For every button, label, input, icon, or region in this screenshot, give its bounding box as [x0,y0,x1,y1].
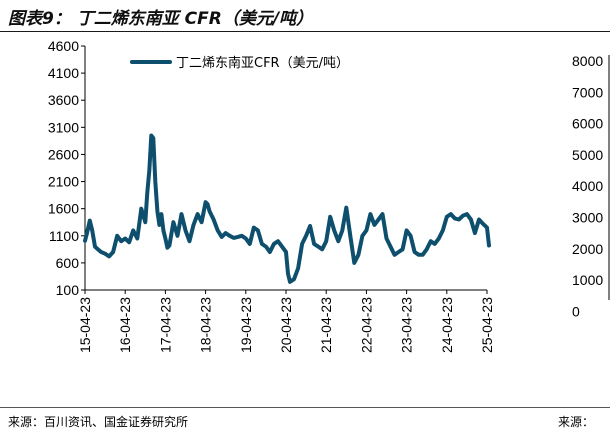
x-tick-label: 19-04-23 [238,297,254,353]
x-tick-label: 23-04-23 [399,297,415,353]
right-y-tick-label: 5000 [572,147,603,163]
x-tick-label: 21-04-23 [318,297,334,353]
series-line-butadiene [83,133,491,284]
x-tick-label: 18-04-23 [198,297,214,353]
chart-legend: 丁二烯东南亚CFR（美元/吨） [130,55,349,71]
x-tick-label: 15-04-23 [77,297,93,353]
right-y-tick-label: 0 [572,303,580,319]
right-y-tick-label: 7000 [572,84,603,100]
y-tick-label: 1600 [48,201,79,217]
y-tick-label: 100 [56,282,80,298]
legend-label: 丁二烯东南亚CFR（美元/吨） [176,55,349,71]
y-tick-label: 3100 [48,119,79,135]
y-tick-label: 4600 [48,38,79,54]
source-note-right: 来源： [558,415,595,429]
y-tick-label: 600 [56,255,80,271]
top-rule [0,31,610,32]
y-tick-label: 3600 [48,92,79,108]
figure-title: 图表9： 丁二烯东南亚 CFR（美元/吨） [8,9,314,29]
butadiene-line-chart: 100 600 1100 1600 2100 2600 3100 3600 4100 4600 1… [48,38,495,353]
y-tick-label: 4100 [48,65,79,81]
right-y-tick-label: 2000 [572,241,603,257]
x-tick-label: 22-04-23 [358,297,374,353]
bottom-rule [0,407,610,408]
x-tick-label: 20-04-23 [278,297,294,353]
right-chart-partial: 8000 7000 6000 5000 4000 3000 2000 1000 0 [572,53,610,319]
y-tick-label: 2100 [48,174,79,190]
x-tick-label: 24-04-23 [439,297,455,353]
y-tick-label: 1100 [49,228,79,244]
right-y-tick-label: 8000 [572,53,603,69]
chart-area: 100 600 1100 1600 2100 2600 3100 3600 4100 4600 1… [48,38,610,353]
x-tick-label: 16-04-23 [117,297,133,353]
x-tick-label: 17-04-23 [157,297,173,353]
right-y-tick-label: 4000 [572,178,603,194]
right-y-tick-label: 1000 [572,272,603,288]
y-tick-label: 2600 [48,146,79,162]
x-tick-label: 25-04-23 [479,297,495,353]
right-y-tick-label: 3000 [572,210,603,226]
right-y-tick-label: 6000 [572,116,603,132]
source-note: 来源：百川资讯、国金证券研究所 [8,415,189,429]
